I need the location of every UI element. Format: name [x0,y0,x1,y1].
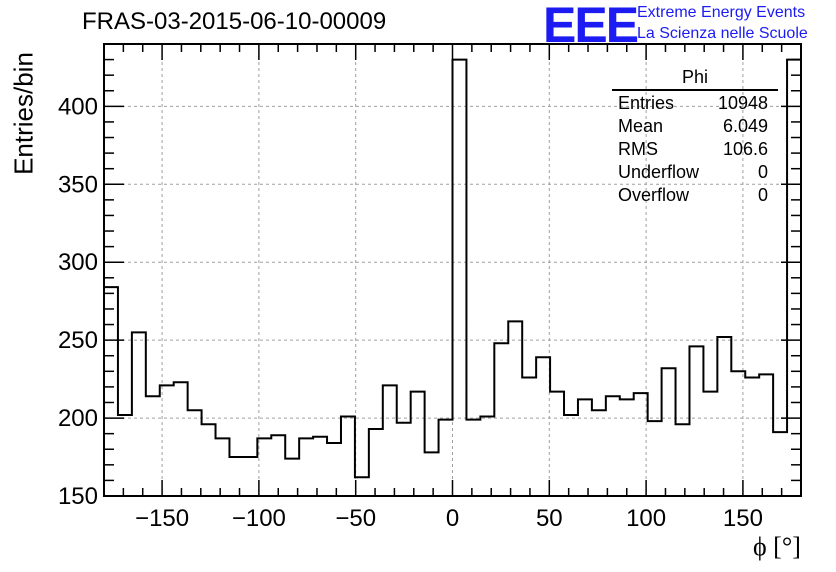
stats-row: RMS 106.6 [612,138,778,161]
tick-labels: −150 −100 −50 0 50 100 150 150 200 250 300 350 400 [58,93,763,532]
x-axis-label: ϕ [°] [753,532,801,561]
y-tick-label: 300 [58,249,98,276]
stats-label: Underflow [618,162,700,182]
x-tick-label: 50 [536,505,563,532]
stats-value: 0 [757,162,768,182]
histogram-step-line [103,58,802,496]
stats-label: Entries [618,93,675,113]
stats-value: 106.6 [722,139,768,159]
x-tick-label: 150 [723,505,763,532]
x-tick-label: 0 [446,505,459,532]
stats-box: Phi Entries 10948 Mean 6.049 RMS 106.6 Unde… [612,67,778,207]
stats-row: Underflow 0 [612,161,778,184]
x-tick-label: −50 [335,505,376,532]
stats-label: Mean [618,116,664,136]
stats-value: 0 [757,185,768,205]
stats-row: Entries 10948 [612,92,778,115]
x-tick-label: 100 [626,505,666,532]
stats-value: 10948 [717,93,768,113]
y-tick-label: 250 [58,327,98,354]
x-tick-label: −100 [232,505,286,532]
y-axis-label: Entries/bin [8,52,39,175]
eee-tagline-2: La Scienza nelle Scuole [637,25,808,42]
chart-title: FRAS-03-2015-06-10-00009 [82,8,387,35]
y-tick-label: 350 [58,171,98,198]
x-tick-label: −150 [135,505,189,532]
y-tick-label: 400 [58,93,98,120]
y-tick-label: 150 [58,483,98,510]
y-tick-label: 200 [58,405,98,432]
stats-label: RMS [618,139,658,159]
stats-label: Overflow [618,185,690,205]
stats-row: Overflow 0 [612,184,778,207]
eee-logo: EEE [543,0,639,53]
axis-ticks [103,43,802,497]
plot-frame [103,43,802,497]
stats-row: Mean 6.049 [612,115,778,138]
stats-value: 6.049 [722,116,768,136]
stats-title: Phi [612,67,778,91]
eee-tagline-1: Extreme Energy Events [637,4,806,21]
